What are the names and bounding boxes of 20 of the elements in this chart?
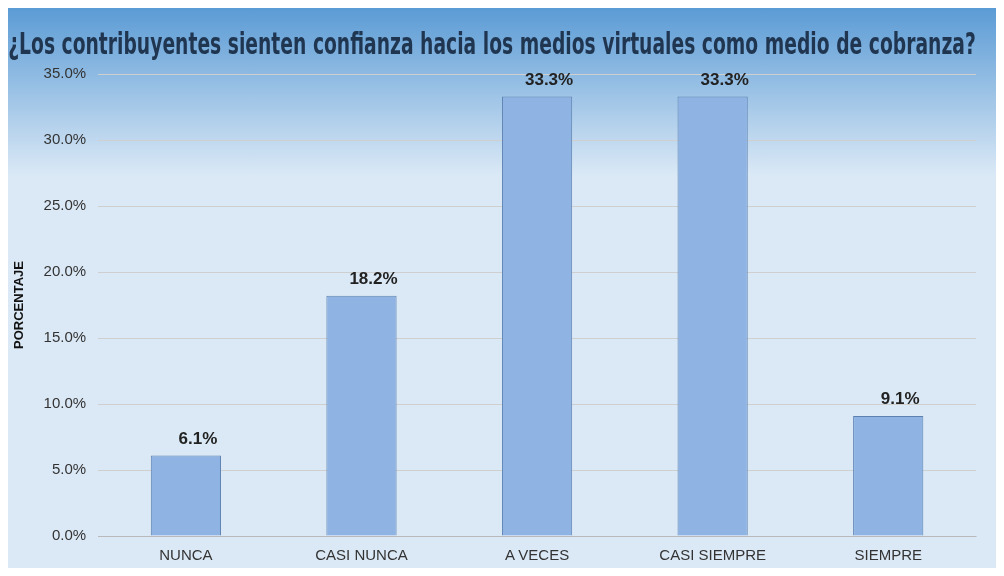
x-tick-label: CASI SIEMPRE [659, 546, 766, 564]
data-label: 18.2% [349, 268, 398, 288]
x-tick-label: CASI NUNCA [315, 546, 408, 564]
y-tick-label: 15.0% [43, 328, 87, 346]
data-label: 33.3% [700, 69, 749, 89]
y-tick-label: 5.0% [51, 460, 87, 478]
y-tick-label: 0.0% [51, 526, 87, 544]
x-tick-label: NUNCA [159, 546, 213, 564]
x-tick-label: A VECES [504, 546, 570, 564]
data-label: 9.1% [880, 389, 920, 409]
y-axis-title: PORCENTAJE [11, 260, 27, 349]
y-tick-label: 25.0% [43, 196, 87, 214]
data-label: 33.3% [524, 69, 574, 89]
y-tick-label: 10.0% [43, 394, 87, 412]
chart-title: ¿Los contribuyentes sienten confianza hacia los medios virtuales como medio de cobranza? [8, 26, 976, 61]
data-label: 6.1% [178, 428, 218, 448]
x-tick-label: SIEMPRE [854, 546, 922, 564]
y-tick-label: 35.0% [43, 64, 87, 82]
y-tick-label: 30.0% [43, 130, 87, 148]
y-tick-label: 20.0% [43, 262, 87, 280]
